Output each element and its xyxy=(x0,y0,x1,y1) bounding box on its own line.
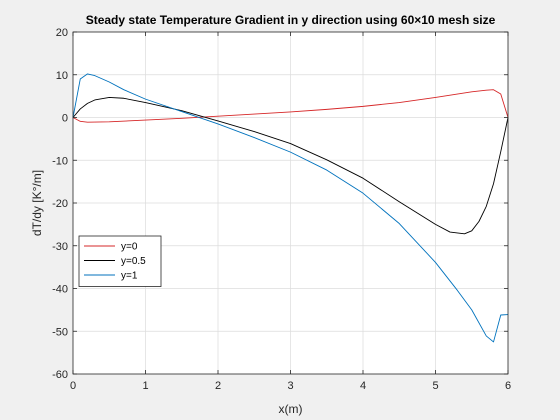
x-tick-label: 6 xyxy=(505,380,511,392)
legend-label: y=0.5 xyxy=(121,256,146,267)
legend-label: y=0 xyxy=(121,242,138,253)
chart-title: Steady state Temperature Gradient in y d… xyxy=(86,13,496,27)
x-tick-label: 0 xyxy=(70,380,76,392)
y-tick-label: -50 xyxy=(52,326,68,338)
y-tick-label: -60 xyxy=(52,369,68,381)
y-tick-label: -10 xyxy=(52,155,68,167)
legend: y=0 y=0.5 y=1 xyxy=(78,235,162,287)
series-group xyxy=(72,73,509,343)
y-tick-label: -40 xyxy=(52,284,68,296)
x-tick-label: 1 xyxy=(142,380,148,392)
x-tick-label: 2 xyxy=(215,380,221,392)
legend-label: y=1 xyxy=(121,271,138,282)
x-tick-label: 3 xyxy=(287,380,293,392)
y-tick-label: -30 xyxy=(52,241,68,253)
y-tick-label: 20 xyxy=(56,27,68,39)
y-tick-label: -20 xyxy=(52,198,68,210)
y-tick-label: 0 xyxy=(62,113,68,125)
series-line-y=0.5 xyxy=(72,96,509,235)
x-axis-label: x(m) xyxy=(279,402,303,416)
y-tick-label: 10 xyxy=(56,70,68,82)
legend-box xyxy=(78,235,162,287)
series-line-y=1 xyxy=(72,73,509,343)
ticks: 0 1 2 3 4 5 6 -60 -50 -40 -30 -20 -10 0 10 20 xyxy=(52,27,511,392)
x-tick-label: 5 xyxy=(432,380,438,392)
y-axis-label: dT/dy [K°/m] xyxy=(30,170,44,236)
series-line-y=0 xyxy=(72,89,509,123)
x-tick-label: 4 xyxy=(360,380,366,392)
